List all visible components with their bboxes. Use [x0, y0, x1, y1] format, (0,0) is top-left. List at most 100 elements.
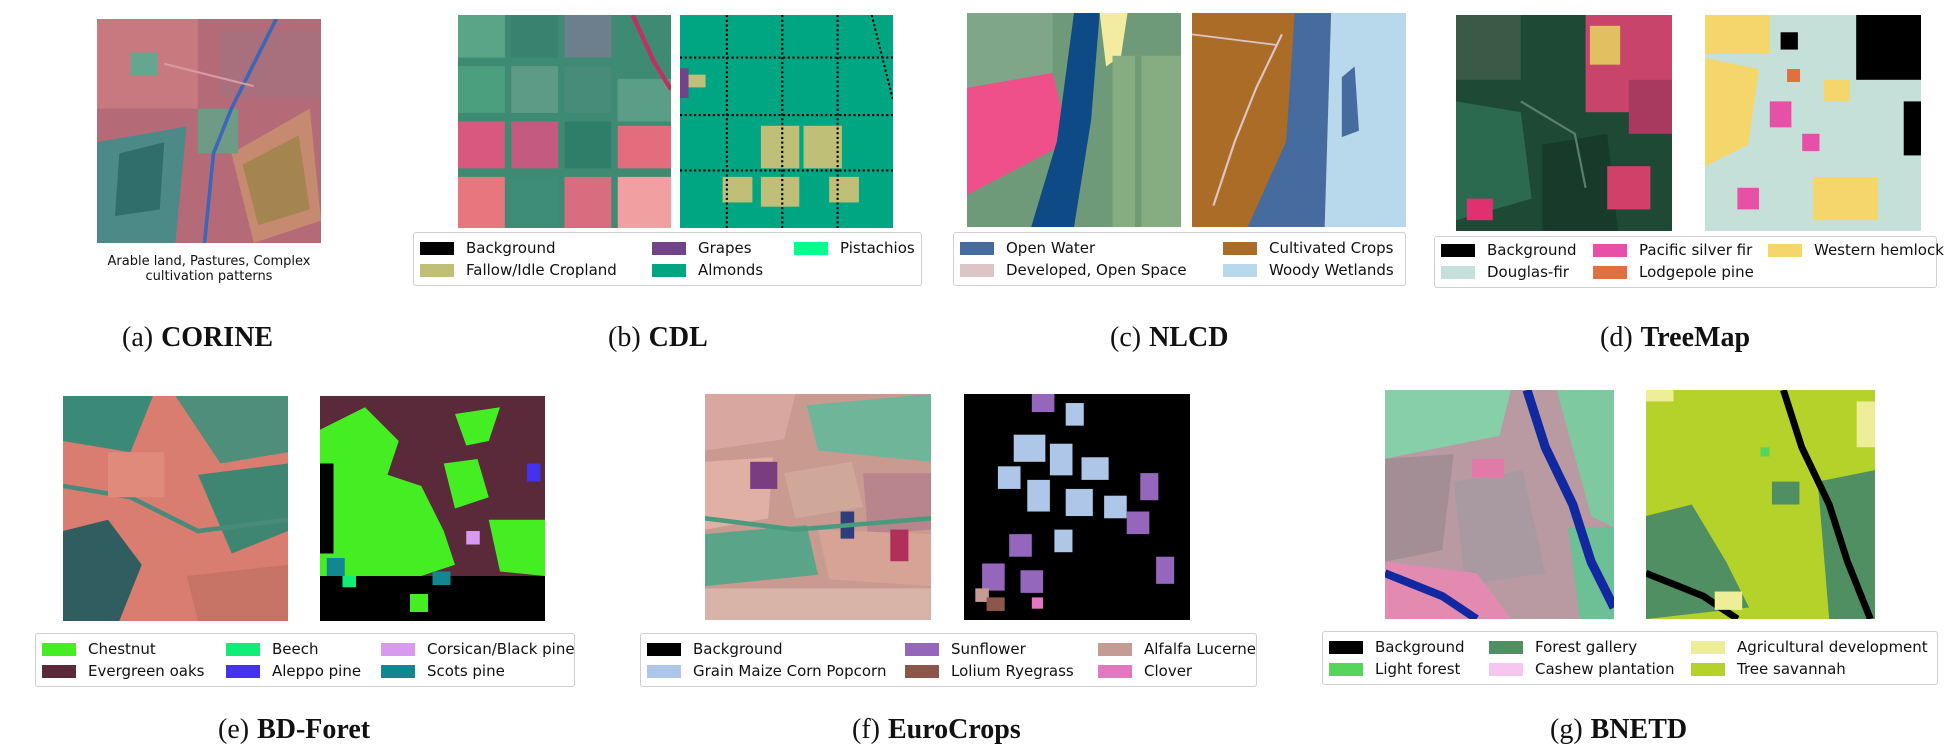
caption-label: (c) — [1110, 322, 1142, 353]
legend-swatch — [1223, 263, 1257, 277]
legend-swatch — [420, 263, 454, 277]
treemap-satellite-image — [1456, 15, 1672, 231]
treemap-legend: Background Douglas-fir Pacific silver fi… — [1434, 236, 1944, 288]
legend-item: Background — [1441, 241, 1577, 259]
cdl-label-map — [680, 15, 893, 228]
legend-label: Lodgepole pine — [1639, 263, 1754, 281]
legend-item: Chestnut — [42, 640, 156, 658]
cdl-legend: Background Fallow/Idle Cropland Grapes A… — [413, 232, 922, 286]
legend-swatch — [1329, 662, 1363, 676]
eurocrops-label-map — [964, 394, 1190, 620]
legend-label: Beech — [272, 640, 319, 658]
legend-item: Tree savannah — [1691, 660, 1846, 678]
caption-eurocrops: (f) EuroCrops — [852, 714, 1021, 746]
legend-label: Alfalfa Lucerne — [1144, 640, 1257, 658]
legend-label: Forest gallery — [1535, 638, 1638, 656]
legend-item: Agricultural development — [1691, 638, 1928, 656]
legend-swatch — [905, 642, 939, 656]
bdforet-legend: Chestnut Evergreen oaks Beech Aleppo pin… — [35, 633, 575, 687]
legend-label: Douglas-fir — [1487, 263, 1569, 281]
legend-label: Background — [693, 640, 783, 658]
legend-label: Open Water — [1006, 239, 1096, 257]
legend-label: Lolium Ryegrass — [951, 662, 1074, 680]
legend-swatch — [1593, 243, 1627, 257]
legend-label: Tree savannah — [1737, 660, 1846, 678]
legend-swatch — [647, 642, 681, 656]
caption-label: (g) — [1550, 714, 1583, 745]
legend-swatch — [226, 664, 260, 678]
legend-item: Lolium Ryegrass — [905, 662, 1074, 680]
legend-swatch — [420, 241, 454, 255]
eurocrops-legend: Background Grain Maize Corn Popcorn Sunf… — [640, 633, 1257, 687]
caption-dataset: BD-Foret — [257, 714, 371, 745]
caption-dataset: TreeMap — [1640, 322, 1751, 353]
caption-label: (e) — [218, 714, 250, 745]
bnetd-satellite-image — [1385, 390, 1614, 619]
legend-swatch — [1691, 640, 1725, 654]
legend-swatch — [1329, 640, 1363, 654]
caption-dataset: NLCD — [1149, 322, 1229, 353]
caption-dataset: CORINE — [161, 322, 274, 353]
legend-swatch — [226, 642, 260, 656]
legend-swatch — [1691, 662, 1725, 676]
corine-image-caption: Arable land, Pastures, Complex cultivati… — [80, 254, 338, 284]
legend-swatch — [652, 263, 686, 277]
legend-item: Pistachios — [794, 239, 915, 257]
legend-item: Douglas-fir — [1441, 263, 1569, 281]
eurocrops-satellite-image — [705, 394, 931, 620]
legend-swatch — [652, 241, 686, 255]
caption-label: (b) — [608, 322, 641, 353]
legend-item: Background — [1329, 638, 1465, 656]
caption-label: (d) — [1600, 322, 1633, 353]
treemap-label-map — [1705, 15, 1921, 231]
legend-swatch — [1593, 265, 1627, 279]
nlcd-satellite-image — [967, 13, 1181, 227]
nlcd-legend: Open Water Developed, Open Space Cultiva… — [953, 232, 1406, 286]
legend-item: Sunflower — [905, 640, 1026, 658]
bnetd-label-map — [1646, 390, 1875, 619]
nlcd-label-map — [1192, 13, 1406, 227]
legend-label: Background — [1375, 638, 1465, 656]
legend-swatch — [381, 642, 415, 656]
legend-label: Woody Wetlands — [1269, 261, 1394, 279]
legend-label: Fallow/Idle Cropland — [466, 261, 617, 279]
corine-satellite-image — [97, 19, 321, 243]
legend-swatch — [1489, 640, 1523, 654]
legend-swatch — [381, 664, 415, 678]
legend-swatch — [905, 664, 939, 678]
legend-label: Aleppo pine — [272, 662, 362, 680]
legend-label: Grain Maize Corn Popcorn — [693, 662, 887, 680]
legend-swatch — [960, 241, 994, 255]
caption-label: (f) — [852, 714, 880, 745]
legend-swatch — [42, 664, 76, 678]
legend-label: Light forest — [1375, 660, 1461, 678]
legend-label: Corsican/Black pine — [427, 640, 575, 658]
legend-item: Lodgepole pine — [1593, 263, 1754, 281]
legend-label: Pistachios — [840, 239, 915, 257]
caption-dataset: BNETD — [1590, 714, 1688, 745]
corine-image-caption-line1: Arable land, Pastures, Complex — [107, 254, 311, 269]
legend-label: Developed, Open Space — [1006, 261, 1187, 279]
legend-item: Woody Wetlands — [1223, 261, 1394, 279]
caption-label: (a) — [122, 322, 154, 353]
legend-swatch — [1223, 241, 1257, 255]
legend-item: Grain Maize Corn Popcorn — [647, 662, 886, 680]
caption-nlcd: (c) NLCD — [1110, 322, 1228, 354]
legend-swatch — [1098, 642, 1132, 656]
bdforet-label-map — [320, 396, 545, 621]
legend-item: Background — [420, 239, 556, 257]
legend-swatch — [794, 241, 828, 255]
legend-item: Aleppo pine — [226, 662, 361, 680]
legend-swatch — [1768, 243, 1802, 257]
legend-item: Cashew plantation — [1489, 660, 1674, 678]
bdforet-satellite-image — [63, 396, 288, 621]
legend-swatch — [42, 642, 76, 656]
legend-label: Chestnut — [88, 640, 156, 658]
legend-item: Clover — [1098, 662, 1192, 680]
legend-item: Grapes — [652, 239, 752, 257]
legend-item: Cultivated Crops — [1223, 239, 1394, 257]
legend-swatch — [647, 664, 681, 678]
legend-swatch — [1441, 265, 1475, 279]
caption-bdforet: (e) BD-Foret — [218, 714, 370, 746]
legend-swatch — [1098, 664, 1132, 678]
